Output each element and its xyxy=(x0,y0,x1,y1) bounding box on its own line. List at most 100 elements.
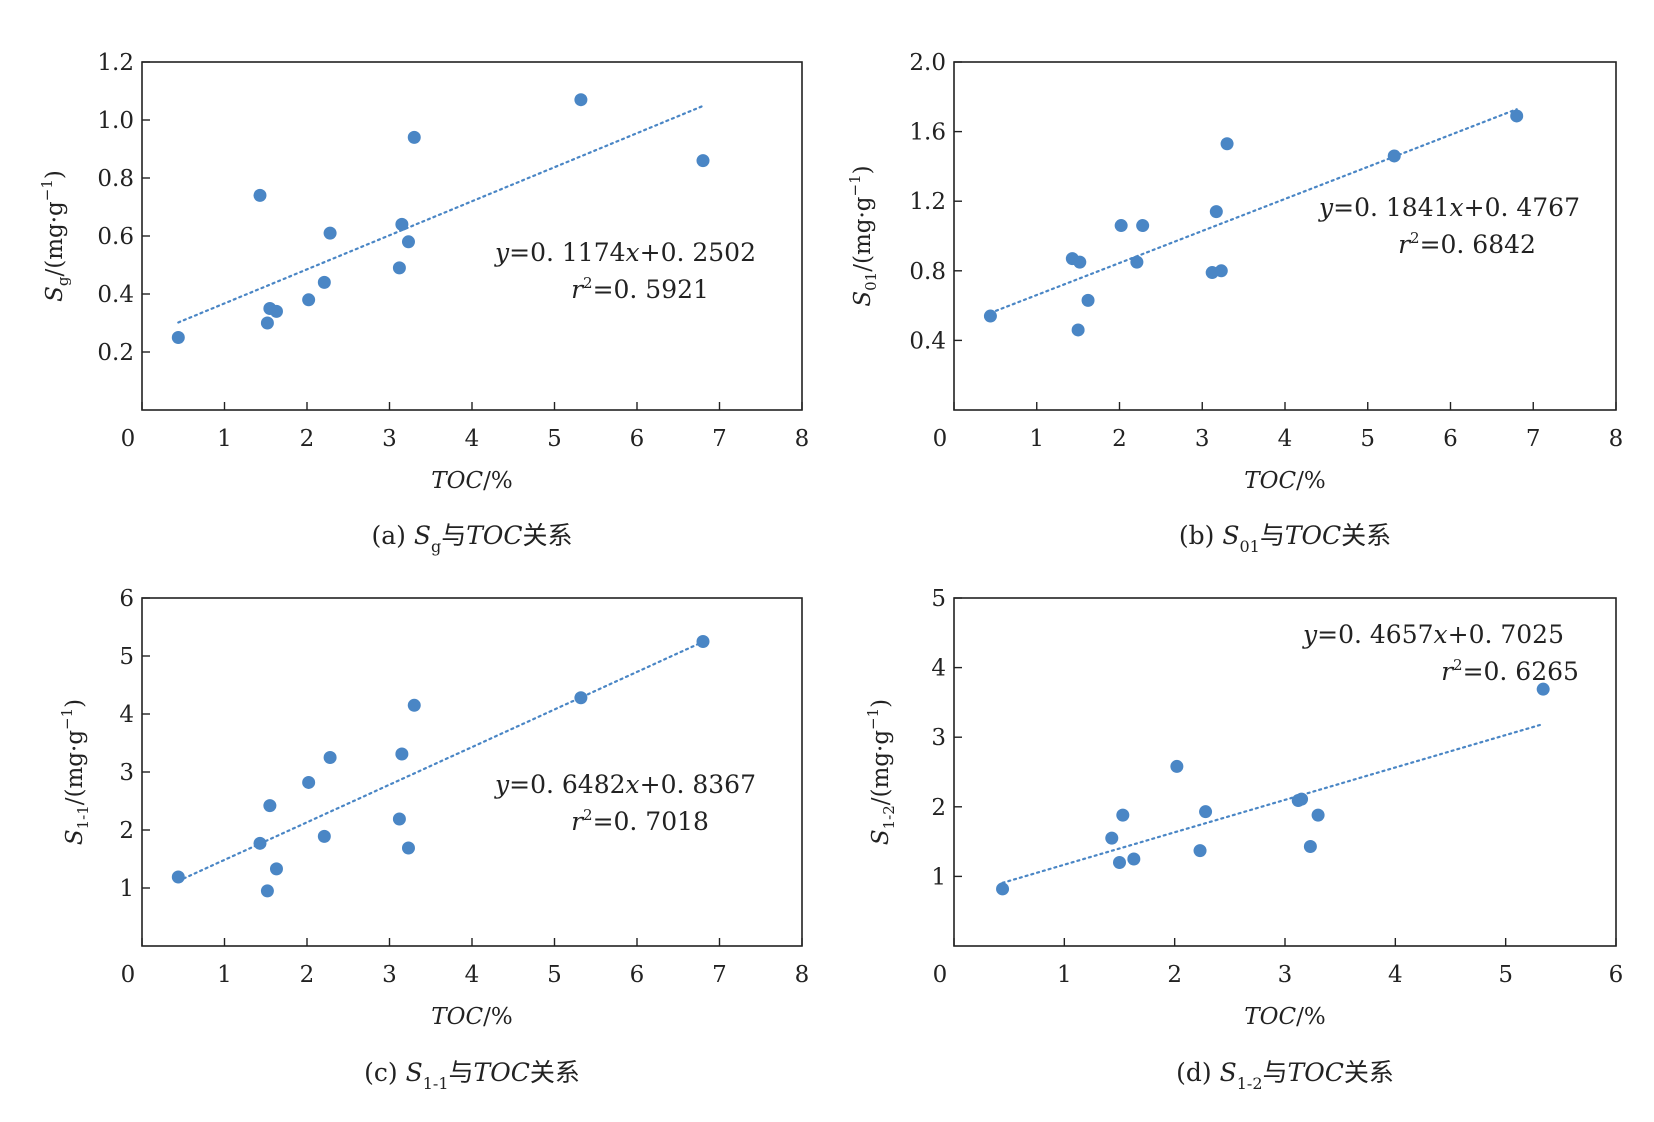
y-tick-label: 0.8 xyxy=(909,259,946,285)
data-point xyxy=(317,829,331,843)
trend-line xyxy=(1001,722,1545,884)
x-axis-title: TOC/% xyxy=(431,468,512,494)
x-tick-label: 4 xyxy=(465,962,480,988)
x-tick-label: 6 xyxy=(1443,426,1458,452)
y-tick-label: 4 xyxy=(119,702,134,728)
data-point xyxy=(269,304,283,318)
regression-equation: y=0. 1174x+0. 2502 xyxy=(494,238,756,267)
x-tick-label: 4 xyxy=(1278,426,1293,452)
x-tick-label: 3 xyxy=(382,962,397,988)
data-point xyxy=(395,217,409,231)
data-point xyxy=(1170,759,1184,773)
data-point xyxy=(407,698,421,712)
x-tick-label: 3 xyxy=(1195,426,1210,452)
r-squared: r2=0. 5921 xyxy=(571,274,709,304)
data-point xyxy=(395,747,409,761)
data-point xyxy=(407,130,421,144)
data-point xyxy=(996,882,1010,896)
data-point xyxy=(171,331,185,344)
x-tick-label: 5 xyxy=(1498,962,1513,988)
data-point xyxy=(401,235,415,249)
plot-frame xyxy=(141,61,803,411)
data-point xyxy=(269,862,283,876)
y-axis-title: Sg/(mg·g−1) xyxy=(38,170,72,302)
x-tick-label: 4 xyxy=(465,426,480,452)
x-tick-label: 0 xyxy=(933,426,948,452)
y-tick-label: 1.0 xyxy=(97,108,134,134)
panel-caption: (b) S01与TOC关系 xyxy=(1179,521,1391,556)
x-tick-label: 1 xyxy=(1057,962,1072,988)
panel-a: 0 1 2 3 4 5 6 7 8 0.2 0.4 0.6 0.8 1.0 1.2 TOC/% Sg/(mg·g… xyxy=(38,50,809,556)
y-tick-label: 1 xyxy=(931,864,946,890)
data-point xyxy=(696,154,710,168)
x-tick-label: 2 xyxy=(1112,426,1127,452)
y-tick-label: 4 xyxy=(931,656,946,682)
data-point xyxy=(392,812,406,826)
y-tick-label: 0.4 xyxy=(909,328,946,354)
y-tick-label: 3 xyxy=(119,760,134,786)
data-point xyxy=(1311,808,1325,822)
x-tick-label: 6 xyxy=(630,426,645,452)
x-tick-label: 7 xyxy=(712,426,727,452)
data-point xyxy=(317,275,331,289)
y-tick-label: 0.4 xyxy=(97,282,134,308)
data-point xyxy=(1536,682,1550,696)
data-point xyxy=(1081,293,1095,307)
y-axis-title: S1-1/(mg·g−1) xyxy=(58,699,92,845)
y-tick-label: 0.8 xyxy=(97,166,134,192)
data-point xyxy=(302,775,316,789)
panel-caption: (c) S1-1与TOC关系 xyxy=(364,1058,580,1093)
data-point xyxy=(1209,205,1223,219)
data-point xyxy=(574,691,588,705)
data-point xyxy=(696,635,710,648)
data-point xyxy=(253,836,267,850)
x-tick-label: 3 xyxy=(382,426,397,452)
x-tick-label: 1 xyxy=(1029,426,1044,452)
regression-equation: y=0. 6482x+0. 8367 xyxy=(494,770,756,799)
x-tick-label: 2 xyxy=(300,962,315,988)
data-point xyxy=(323,751,337,764)
x-tick-label: 0 xyxy=(121,962,136,988)
data-point xyxy=(983,309,997,323)
x-tick-label: 7 xyxy=(1526,426,1541,452)
x-tick-label: 2 xyxy=(300,426,315,452)
x-tick-label: 0 xyxy=(933,962,948,988)
y-tick-label: 3 xyxy=(931,725,946,751)
trend-line xyxy=(177,104,705,324)
x-tick-label: 5 xyxy=(547,962,562,988)
x-tick-label: 5 xyxy=(1360,426,1375,452)
regression-equation: y=0. 4657x+0. 7025 xyxy=(1302,620,1564,649)
y-axis-title: S1-2/(mg·g−1) xyxy=(864,699,898,845)
y-tick-label: 1.2 xyxy=(909,189,946,215)
x-tick-label: 8 xyxy=(795,426,810,452)
x-tick-label: 5 xyxy=(547,426,562,452)
data-point xyxy=(401,841,415,855)
x-tick-label: 3 xyxy=(1278,962,1293,988)
data-point xyxy=(1193,844,1207,858)
data-point xyxy=(1130,255,1144,269)
x-tick-label: 2 xyxy=(1167,962,1182,988)
data-point xyxy=(1214,264,1228,278)
x-tick-label: 0 xyxy=(121,426,136,452)
panel-caption: (a) Sg与TOC关系 xyxy=(371,521,572,556)
data-point xyxy=(1105,831,1119,845)
data-point xyxy=(1199,805,1213,819)
data-point xyxy=(302,293,316,307)
r-squared: r2=0. 7018 xyxy=(571,806,709,836)
data-point xyxy=(260,316,274,330)
y-tick-label: 1 xyxy=(119,876,134,902)
x-axis-title: TOC/% xyxy=(1244,1004,1325,1030)
data-point xyxy=(1116,808,1130,822)
y-tick-label: 1.2 xyxy=(97,50,134,76)
data-point xyxy=(171,870,185,884)
x-tick-label: 1 xyxy=(217,962,232,988)
data-point xyxy=(263,799,277,813)
data-point xyxy=(1510,109,1524,123)
data-point xyxy=(574,93,588,107)
r-squared: r2=0. 6842 xyxy=(1398,229,1536,259)
panel-b: 0 1 2 3 4 5 6 7 8 0.4 0.8 1.2 1.6 2.0 TOC/% S01/(mg·g−1… xyxy=(846,50,1623,556)
panel-c: 0 1 2 3 4 5 6 7 8 1 2 3 4 5 6 TOC/% S1-1/(mg·g−1) y=0. 64… xyxy=(58,586,809,1093)
data-point xyxy=(1127,852,1141,866)
data-point xyxy=(1136,219,1150,233)
